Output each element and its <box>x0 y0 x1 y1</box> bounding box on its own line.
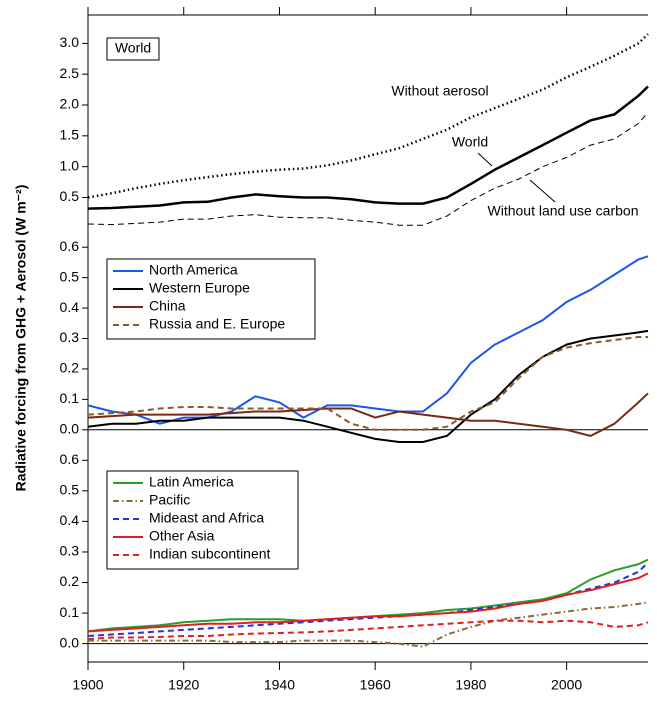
legend-label: Russia and E. Europe <box>149 316 285 332</box>
series-line <box>87 336 648 431</box>
y-tick-label: 0.2 <box>60 573 80 589</box>
y-tick-label: 0.0 <box>60 634 80 650</box>
y-axis-title: Radiative forcing from GHG + Aerosol (W … <box>13 185 29 492</box>
series-label: Without land use carbon <box>488 203 639 219</box>
x-tick-label: 1920 <box>168 677 199 693</box>
y-tick-label: 0.5 <box>60 268 80 284</box>
y-tick-label: 0.5 <box>60 188 80 204</box>
legend-label: Western Europe <box>149 280 250 296</box>
series-line <box>88 601 649 648</box>
y-tick-label: 2.0 <box>60 96 80 112</box>
x-tick-label: 1940 <box>264 677 295 693</box>
y-tick-label: 0.2 <box>60 360 80 376</box>
legend-label: Other Asia <box>149 528 215 544</box>
y-tick-label: 0.5 <box>60 482 80 498</box>
y-tick-label: 0.4 <box>60 299 80 315</box>
y-tick-label: 0.1 <box>60 390 80 406</box>
y-tick-label: 3.0 <box>60 34 80 50</box>
series-line <box>87 619 649 641</box>
series-line <box>87 561 649 637</box>
series-line <box>87 255 649 425</box>
y-tick-label: 0.4 <box>60 512 80 528</box>
y-tick-label: 2.5 <box>60 65 80 81</box>
series-line <box>87 112 649 226</box>
series-line <box>87 329 649 443</box>
series-line <box>87 572 649 633</box>
y-tick-label: 0.3 <box>60 329 80 345</box>
legend-label: Latin America <box>149 474 234 490</box>
x-tick-label: 1960 <box>360 677 391 693</box>
legend-box <box>106 258 316 340</box>
series-label: World <box>452 134 488 150</box>
leader-line <box>477 152 493 167</box>
x-tick-label: 1980 <box>455 677 486 693</box>
y-tick-label: 0.6 <box>60 451 80 467</box>
legend-label: Indian subcontinent <box>149 546 271 562</box>
series-line <box>87 33 649 199</box>
legend-label: Mideast and Africa <box>149 510 264 526</box>
x-tick-label: 1900 <box>72 677 103 693</box>
y-tick-label: 1.0 <box>60 157 80 173</box>
panel-label-box <box>106 37 160 61</box>
series-line <box>87 85 649 210</box>
series-label: Without aerosol <box>391 83 488 99</box>
series-line <box>87 392 649 437</box>
y-tick-label: 0.6 <box>60 238 80 254</box>
y-tick-label: 0.3 <box>60 543 80 559</box>
panel-label: World <box>115 40 151 56</box>
x-tick-label: 2000 <box>551 677 582 693</box>
leader-line <box>529 179 556 203</box>
legend-label: North America <box>149 262 238 278</box>
legend-label: China <box>149 298 186 314</box>
legend-label: Pacific <box>149 492 190 508</box>
y-tick-label: 0.1 <box>60 604 80 620</box>
y-tick-label: 1.5 <box>60 127 80 143</box>
y-tick-label: 0.0 <box>60 420 80 436</box>
